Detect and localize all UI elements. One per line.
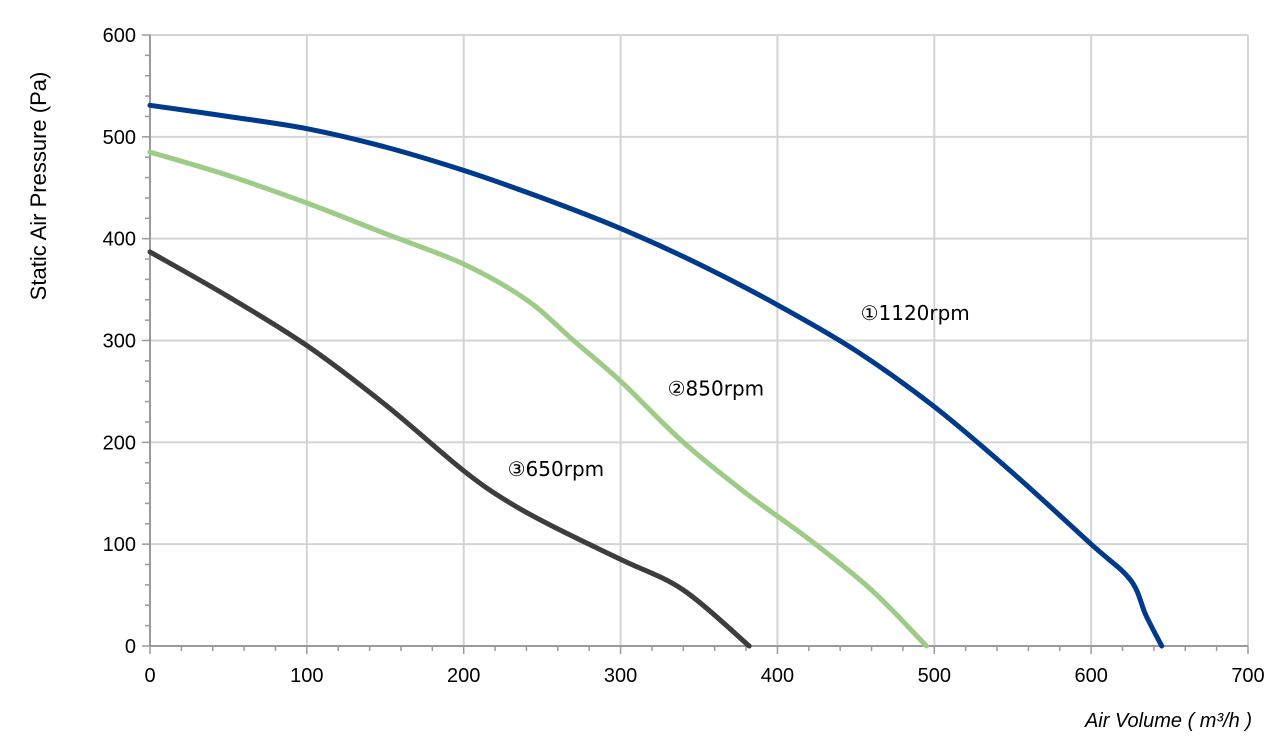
x-tick-label: 400 (761, 665, 794, 687)
x-tick-label: 600 (1074, 665, 1107, 687)
y-tick-label: 0 (125, 636, 136, 658)
x-tick-label: 100 (290, 665, 323, 687)
series-label-3: ③650rpm (508, 457, 605, 481)
y-tick-label: 100 (103, 534, 136, 556)
series-label-1: ①1120rpm (861, 301, 970, 325)
series-lines (147, 102, 1165, 649)
series-annotations: ①1120rpm ②850rpm ③650rpm (508, 301, 970, 481)
y-tick-label: 500 (103, 127, 136, 149)
x-tick-label: 500 (918, 665, 951, 687)
y-tick-label: 600 (103, 25, 136, 47)
y-tick-label: 400 (103, 229, 136, 251)
series-label-2: ②850rpm (668, 376, 765, 400)
y-axis-title: Static Air Pressure (Pa) (26, 72, 51, 301)
x-tick-label: 200 (447, 665, 480, 687)
axes: 0 100 200 300 400 500 600 700 0 100 200 300 400 500 60… (103, 25, 1265, 687)
series-line-3 (147, 249, 752, 649)
y-tick-label: 200 (103, 432, 136, 454)
series-line-2 (147, 149, 929, 649)
grid (150, 34, 1249, 646)
x-tick-label: 0 (144, 665, 155, 687)
x-tick-label: 700 (1231, 665, 1264, 687)
x-axis-title: Air Volume ( m³/h ) (1084, 710, 1252, 732)
x-tick-label: 300 (604, 665, 637, 687)
series-line-1 (147, 102, 1165, 649)
y-tick-label: 300 (103, 331, 136, 353)
